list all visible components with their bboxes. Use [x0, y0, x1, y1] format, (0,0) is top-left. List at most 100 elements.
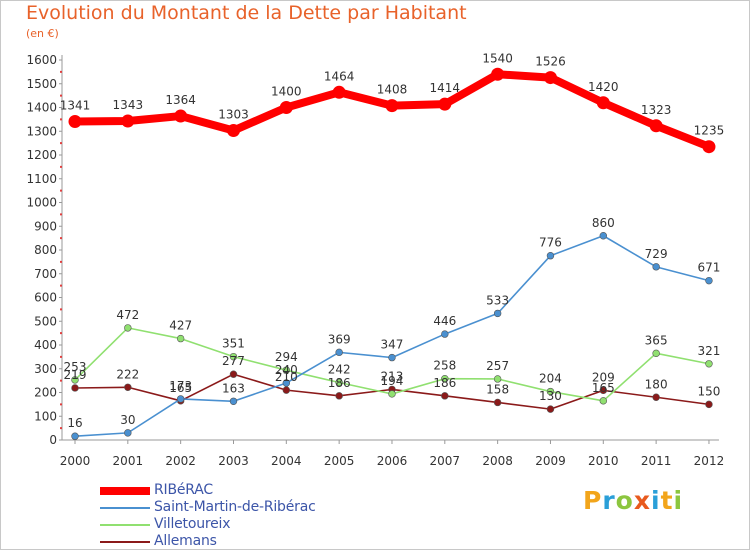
data-label: 321 — [698, 344, 721, 358]
y-tick-label: 200 — [34, 386, 57, 400]
data-point — [71, 432, 79, 440]
x-tick-label: 2012 — [694, 454, 725, 468]
data-label: 533 — [486, 293, 509, 307]
data-label: 776 — [539, 236, 562, 250]
data-point — [229, 370, 238, 378]
data-point — [543, 71, 557, 85]
data-point — [493, 398, 502, 407]
data-label: 16 — [67, 416, 82, 430]
data-label: 210 — [275, 370, 298, 384]
data-point — [441, 330, 449, 338]
legend-label: Villetoureix — [154, 516, 231, 532]
data-label: 1408 — [377, 83, 408, 97]
data-point — [335, 378, 343, 387]
y-minor-tick — [60, 165, 62, 168]
data-label: 351 — [222, 337, 245, 351]
data-point — [279, 101, 293, 114]
data-label: 365 — [645, 333, 668, 347]
data-point — [599, 386, 607, 395]
data-point — [705, 400, 713, 409]
data-point — [652, 393, 660, 401]
y-tick-label: 1200 — [26, 148, 57, 162]
data-label: 173 — [169, 379, 192, 393]
data-label: 242 — [328, 363, 351, 377]
x-tick-label: 2007 — [430, 454, 461, 468]
data-label: 180 — [645, 377, 668, 391]
data-point — [335, 392, 343, 400]
data-point — [71, 376, 79, 384]
data-point — [705, 360, 713, 368]
legend-swatch — [100, 487, 150, 495]
data-point — [332, 85, 346, 99]
logo-letter: i — [673, 486, 684, 515]
data-point — [546, 387, 555, 396]
data-point — [441, 392, 449, 400]
data-point — [596, 96, 610, 110]
y-tick-label: 1100 — [26, 172, 57, 186]
y-tick-label: 0 — [49, 433, 57, 447]
data-point — [649, 119, 663, 133]
data-label: 219 — [64, 368, 87, 382]
legend-label: RIBéRAC — [154, 482, 213, 498]
y-tick-label: 100 — [34, 409, 57, 423]
data-point — [388, 353, 396, 362]
y-tick-label: 1600 — [26, 53, 57, 67]
y-minor-tick — [60, 308, 62, 311]
y-tick-label: 1000 — [26, 196, 57, 210]
y-minor-tick — [60, 213, 62, 216]
y-tick-label: 1300 — [26, 124, 57, 138]
y-minor-tick — [60, 403, 62, 406]
data-label: 446 — [433, 314, 456, 328]
data-label: 253 — [64, 360, 87, 374]
data-label: 472 — [116, 308, 139, 322]
data-point — [176, 395, 185, 403]
x-tick-label: 2001 — [113, 454, 144, 468]
y-tick-label: 700 — [34, 267, 57, 281]
logo-letter: t — [660, 486, 674, 515]
data-label: 165 — [592, 381, 615, 395]
legend-label: Saint-Martin-de-Ribérac — [154, 499, 316, 515]
data-label: 194 — [381, 374, 404, 388]
y-tick-label: 400 — [34, 338, 57, 352]
y-tick-label: 900 — [34, 219, 57, 233]
data-label: 186 — [433, 376, 456, 390]
y-minor-tick — [60, 379, 62, 382]
legend-label: Allemans — [154, 533, 217, 549]
data-label: 186 — [328, 376, 351, 390]
data-label: 158 — [486, 382, 509, 396]
data-label: 277 — [222, 354, 245, 368]
data-point — [385, 99, 399, 113]
legend-swatch — [100, 507, 150, 509]
y-minor-tick — [60, 260, 62, 263]
data-point — [229, 352, 238, 361]
data-point — [652, 349, 660, 358]
y-tick-label: 500 — [34, 314, 57, 328]
data-point — [124, 429, 132, 437]
data-point — [599, 397, 607, 405]
x-tick-label: 2002 — [165, 454, 196, 468]
data-label: 294 — [275, 350, 298, 364]
data-point — [493, 375, 502, 383]
data-point — [226, 124, 240, 138]
y-minor-tick — [60, 355, 62, 358]
logo-letter: P — [583, 486, 603, 515]
data-label: 163 — [222, 381, 245, 395]
data-label: 204 — [539, 372, 562, 386]
data-label: 1400 — [271, 85, 302, 99]
data-label: 369 — [328, 332, 351, 346]
x-tick-label: 2000 — [60, 454, 91, 468]
data-label: 209 — [592, 370, 615, 384]
y-minor-tick — [60, 189, 62, 192]
data-label: 150 — [698, 384, 721, 398]
data-point — [491, 67, 505, 81]
x-tick-label: 2004 — [271, 454, 302, 468]
data-point — [282, 379, 291, 387]
data-point — [335, 348, 343, 357]
x-tick-label: 2003 — [218, 454, 249, 468]
y-minor-tick — [60, 118, 62, 121]
data-point — [441, 375, 449, 383]
data-label: 860 — [592, 216, 615, 230]
data-point — [702, 140, 716, 154]
